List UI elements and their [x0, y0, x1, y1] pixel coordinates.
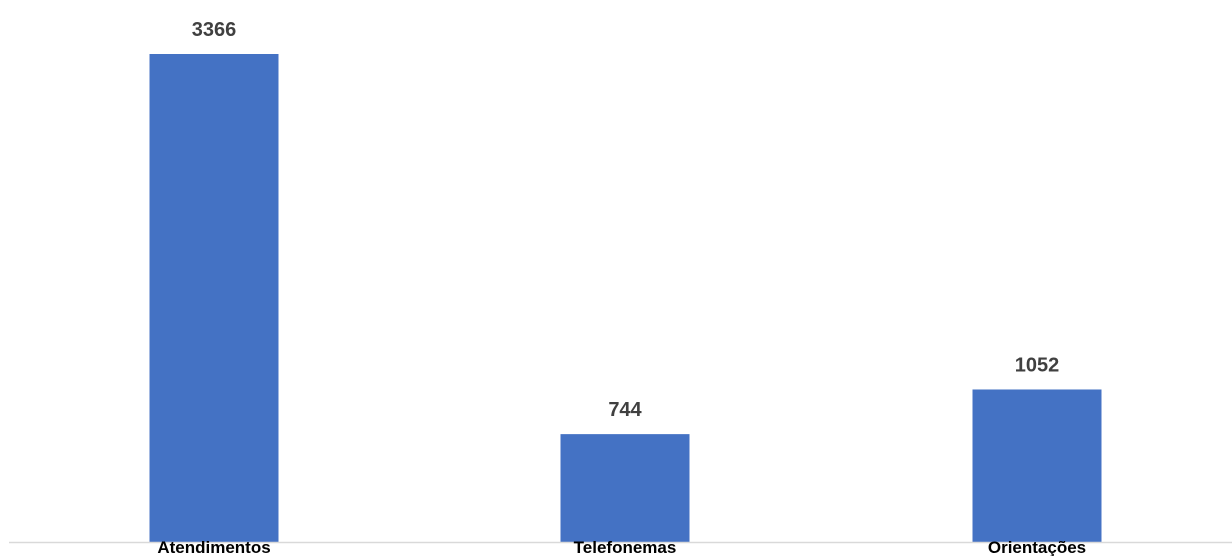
bar-orientacoes — [972, 389, 1102, 542]
labels-layer: 3366 Atendimentos 744 Telefonemas 1052 Orient… — [157, 19, 1086, 556]
data-label-telefonemas: 744 — [608, 399, 642, 421]
bar-telefonemas — [560, 434, 690, 542]
category-label-telefonemas: Telefonemas — [574, 538, 677, 556]
data-label-orientacoes: 1052 — [1015, 354, 1060, 376]
bars-layer — [149, 54, 1102, 542]
category-label-atendimentos: Atendimentos — [157, 538, 270, 556]
category-label-orientacoes: Orientações — [988, 538, 1086, 556]
bar-atendimentos — [149, 54, 279, 542]
data-label-atendimentos: 3366 — [192, 19, 237, 41]
